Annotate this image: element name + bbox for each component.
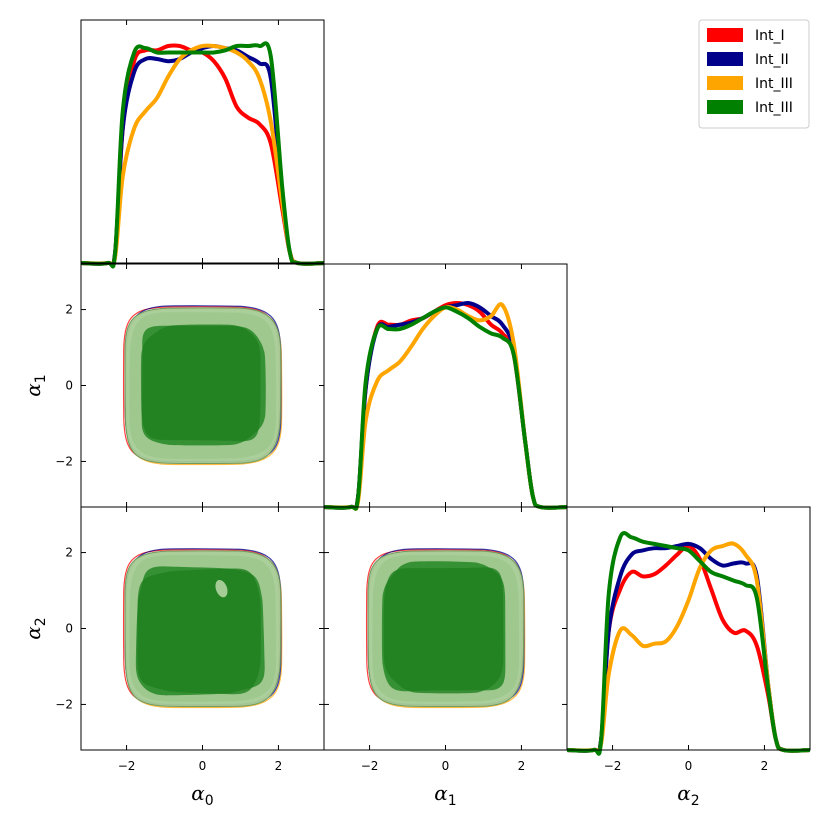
contour68-core-0: [140, 324, 261, 442]
joint-panel-2: [323, 506, 568, 751]
legend-label-1: Int_II: [755, 52, 789, 68]
x-axis-label-0: α0: [191, 781, 213, 809]
joint-panel-1: [80, 506, 325, 751]
marginal-line-0-2: [80, 43, 325, 267]
x-axis-label-2: α2: [677, 781, 699, 809]
legend-swatch-1: [707, 52, 743, 66]
legend-label-3: Int_III: [755, 100, 793, 116]
marginal-line-2-3: [566, 531, 811, 756]
legend-label-2: Int_III: [755, 76, 793, 92]
y-tick-label: 0: [65, 622, 73, 636]
contour68-core-1: [137, 568, 261, 695]
marginal-panel-0: [80, 19, 325, 269]
y-tick-label: −2: [55, 697, 73, 711]
contour-hole-1: [215, 579, 228, 598]
marginal-panel-1: [323, 263, 568, 511]
y-tick-label: 2: [65, 303, 73, 317]
marginal-panel-2: [566, 506, 811, 756]
y-tick-label: 2: [65, 546, 73, 560]
x-tick-label: 0: [199, 759, 207, 773]
x-axis-label-1: α1: [434, 781, 456, 809]
legend: Int_I Int_II Int_III Int_III: [698, 19, 810, 129]
x-tick-label: −2: [604, 759, 622, 773]
x-tick-label: 0: [442, 759, 450, 773]
panels: −2 0 2 −2 0 2 −2 0 2 −2 0 2 −2 0 2 α0 α1 α2 α1 α2: [21, 19, 811, 809]
x-tick-label: 2: [275, 759, 283, 773]
x-tick-label: 2: [761, 759, 769, 773]
y-tick-label: 0: [65, 379, 73, 393]
y-axis-label-2: α2: [21, 617, 49, 639]
contour68-core-2: [383, 567, 504, 694]
marginal-line-0-3: [80, 41, 325, 269]
x-tick-label: −2: [118, 759, 136, 773]
x-tick-label: 0: [685, 759, 693, 773]
marginal-line-1-3: [323, 305, 568, 511]
x-tick-label: 2: [518, 759, 526, 773]
joint-panel-0: [80, 263, 325, 508]
legend-swatch-3: [707, 100, 743, 114]
y-axis-label-1: α1: [21, 374, 49, 396]
y-tick-label: −2: [55, 454, 73, 468]
legend-swatch-2: [707, 76, 743, 90]
legend-label-0: Int_I: [755, 28, 785, 44]
legend-swatch-0: [707, 28, 743, 42]
x-tick-label: −2: [361, 759, 379, 773]
